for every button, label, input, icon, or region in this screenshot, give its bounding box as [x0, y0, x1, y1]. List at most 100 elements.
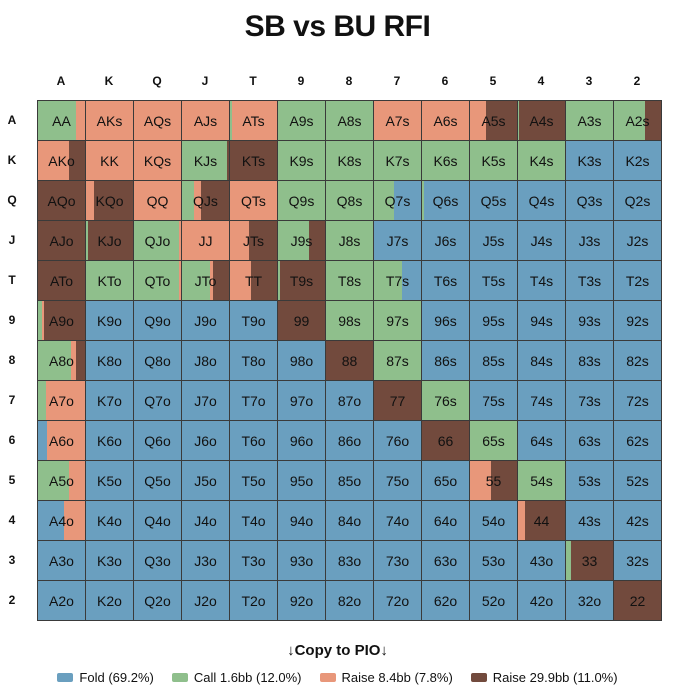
hand-cell[interactable]: T5o [230, 461, 278, 501]
hand-cell[interactable]: J9o [182, 301, 230, 341]
hand-cell[interactable]: 85s [470, 341, 518, 381]
hand-cell[interactable]: 92o [278, 581, 326, 621]
hand-cell[interactable]: 83s [566, 341, 614, 381]
hand-cell[interactable]: A2s [614, 101, 662, 141]
hand-cell[interactable]: K2s [614, 141, 662, 181]
hand-cell[interactable]: J2s [614, 221, 662, 261]
hand-cell[interactable]: A4o [38, 501, 86, 541]
hand-cell[interactable]: 65o [422, 461, 470, 501]
hand-cell[interactable]: K7o [86, 381, 134, 421]
hand-cell[interactable]: TT [230, 261, 278, 301]
hand-cell[interactable]: J6s [422, 221, 470, 261]
hand-cell[interactable]: 32s [614, 541, 662, 581]
hand-cell[interactable]: A2o [38, 581, 86, 621]
hand-cell[interactable]: K5s [470, 141, 518, 181]
hand-cell[interactable]: 33 [566, 541, 614, 581]
hand-cell[interactable]: J8s [326, 221, 374, 261]
hand-cell[interactable]: K4s [518, 141, 566, 181]
hand-cell[interactable]: JTo [182, 261, 230, 301]
hand-cell[interactable]: A6o [38, 421, 86, 461]
hand-cell[interactable]: 44 [518, 501, 566, 541]
hand-cell[interactable]: 98s [326, 301, 374, 341]
hand-cell[interactable]: K9s [278, 141, 326, 181]
hand-cell[interactable]: KTo [86, 261, 134, 301]
hand-cell[interactable]: 84s [518, 341, 566, 381]
hand-cell[interactable]: J4s [518, 221, 566, 261]
hand-cell[interactable]: 75s [470, 381, 518, 421]
hand-cell[interactable]: JTs [230, 221, 278, 261]
hand-cell[interactable]: K8o [86, 341, 134, 381]
hand-cell[interactable]: A5o [38, 461, 86, 501]
hand-cell[interactable]: Q3o [134, 541, 182, 581]
hand-cell[interactable]: 96s [422, 301, 470, 341]
hand-cell[interactable]: ATs [230, 101, 278, 141]
hand-cell[interactable]: T7o [230, 381, 278, 421]
hand-cell[interactable]: J5s [470, 221, 518, 261]
hand-cell[interactable]: 64o [422, 501, 470, 541]
hand-cell[interactable]: Q3s [566, 181, 614, 221]
hand-cell[interactable]: 77 [374, 381, 422, 421]
hand-cell[interactable]: 62o [422, 581, 470, 621]
hand-cell[interactable]: K3s [566, 141, 614, 181]
hand-cell[interactable]: T3o [230, 541, 278, 581]
hand-cell[interactable]: QTs [230, 181, 278, 221]
hand-cell[interactable]: 64s [518, 421, 566, 461]
hand-cell[interactable]: Q8s [326, 181, 374, 221]
hand-cell[interactable]: T3s [566, 261, 614, 301]
hand-cell[interactable]: 76s [422, 381, 470, 421]
hand-cell[interactable]: 53s [566, 461, 614, 501]
hand-cell[interactable]: A4s [518, 101, 566, 141]
hand-cell[interactable]: KQo [86, 181, 134, 221]
hand-cell[interactable]: Q7o [134, 381, 182, 421]
hand-cell[interactable]: QJo [134, 221, 182, 261]
hand-cell[interactable]: T9o [230, 301, 278, 341]
hand-cell[interactable]: 84o [326, 501, 374, 541]
hand-cell[interactable]: 52o [470, 581, 518, 621]
hand-cell[interactable]: K8s [326, 141, 374, 181]
hand-cell[interactable]: Q5o [134, 461, 182, 501]
hand-cell[interactable]: 98o [278, 341, 326, 381]
hand-cell[interactable]: J4o [182, 501, 230, 541]
hand-cell[interactable]: 95o [278, 461, 326, 501]
hand-cell[interactable]: 43s [566, 501, 614, 541]
hand-cell[interactable]: A5s [470, 101, 518, 141]
hand-cell[interactable]: 82o [326, 581, 374, 621]
hand-cell[interactable]: K6o [86, 421, 134, 461]
hand-cell[interactable]: K9o [86, 301, 134, 341]
hand-cell[interactable]: Q2o [134, 581, 182, 621]
hand-cell[interactable]: T2s [614, 261, 662, 301]
copy-to-pio-button[interactable]: ↓Copy to PIO↓ [287, 642, 388, 659]
hand-cell[interactable]: J3o [182, 541, 230, 581]
hand-cell[interactable]: 96o [278, 421, 326, 461]
hand-cell[interactable]: T9s [278, 261, 326, 301]
hand-cell[interactable]: T5s [470, 261, 518, 301]
hand-cell[interactable]: 87s [374, 341, 422, 381]
hand-cell[interactable]: 72o [374, 581, 422, 621]
hand-cell[interactable]: A7o [38, 381, 86, 421]
hand-cell[interactable]: 32o [566, 581, 614, 621]
hand-cell[interactable]: 72s [614, 381, 662, 421]
hand-cell[interactable]: A7s [374, 101, 422, 141]
hand-cell[interactable]: 86o [326, 421, 374, 461]
hand-cell[interactable]: AKo [38, 141, 86, 181]
hand-cell[interactable]: K5o [86, 461, 134, 501]
hand-cell[interactable]: 43o [518, 541, 566, 581]
hand-cell[interactable]: T6o [230, 421, 278, 461]
hand-cell[interactable]: QQ [134, 181, 182, 221]
hand-cell[interactable]: KJs [182, 141, 230, 181]
hand-cell[interactable]: K6s [422, 141, 470, 181]
hand-cell[interactable]: QJs [182, 181, 230, 221]
hand-cell[interactable]: AKs [86, 101, 134, 141]
hand-cell[interactable]: AA [38, 101, 86, 141]
hand-cell[interactable]: J5o [182, 461, 230, 501]
hand-cell[interactable]: J7o [182, 381, 230, 421]
hand-cell[interactable]: A3o [38, 541, 86, 581]
hand-cell[interactable]: Q8o [134, 341, 182, 381]
hand-cell[interactable]: J9s [278, 221, 326, 261]
hand-cell[interactable]: 22 [614, 581, 662, 621]
hand-cell[interactable]: Q5s [470, 181, 518, 221]
hand-cell[interactable]: J3s [566, 221, 614, 261]
hand-cell[interactable]: 86s [422, 341, 470, 381]
hand-cell[interactable]: 83o [326, 541, 374, 581]
hand-cell[interactable]: 95s [470, 301, 518, 341]
